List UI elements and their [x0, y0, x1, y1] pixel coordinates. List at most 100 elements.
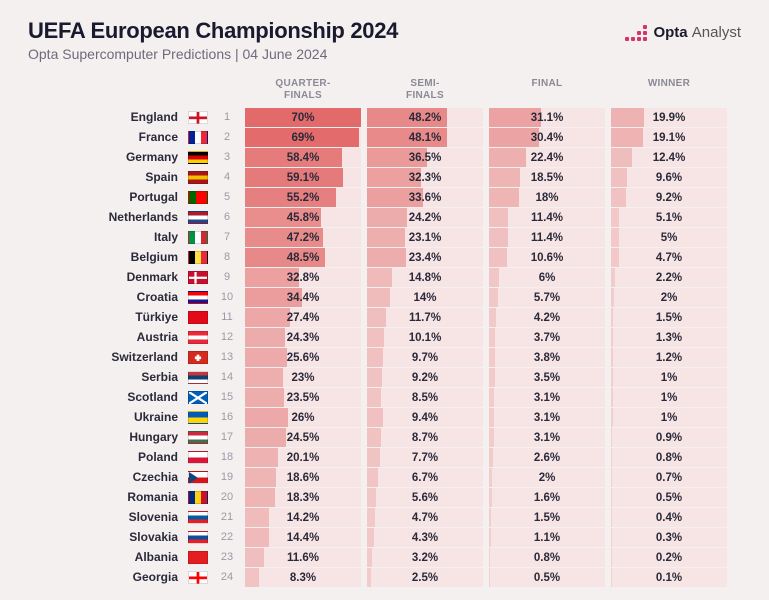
prob-cell-w: 1.5%: [611, 308, 727, 327]
country-name: Czechia: [28, 468, 188, 487]
country-flag: [188, 348, 212, 367]
prob-cell-w: 0.1%: [611, 568, 727, 587]
prob-cell-f: 3.7%: [489, 328, 605, 347]
prob-cell-qf: 23%: [245, 368, 361, 387]
prob-cell-f: 6%: [489, 268, 605, 287]
prob-cell-f: 1.6%: [489, 488, 605, 507]
prob-cell-w: 0.9%: [611, 428, 727, 447]
prob-cell-sf: 4.7%: [367, 508, 483, 527]
prob-cell-qf: 24.5%: [245, 428, 361, 447]
country-name: Georgia: [28, 568, 188, 587]
country-flag: [188, 488, 212, 507]
prob-cell-f: 2.6%: [489, 448, 605, 467]
prob-cell-w: 1%: [611, 408, 727, 427]
rank: 10: [212, 288, 242, 307]
rank: 23: [212, 548, 242, 567]
country-name: Austria: [28, 328, 188, 347]
rank: 12: [212, 328, 242, 347]
prob-cell-qf: 70%: [245, 108, 361, 127]
country-name: Netherlands: [28, 208, 188, 227]
prob-cell-w: 19.1%: [611, 128, 727, 147]
prob-cell-f: 4.2%: [489, 308, 605, 327]
rank: 14: [212, 368, 242, 387]
country-flag: [188, 228, 212, 247]
prob-cell-qf: 34.4%: [245, 288, 361, 307]
rank: 4: [212, 168, 242, 187]
country-flag: [188, 448, 212, 467]
country-name: Slovakia: [28, 528, 188, 547]
prob-cell-f: 3.5%: [489, 368, 605, 387]
country-name: Hungary: [28, 428, 188, 447]
country-flag: [188, 368, 212, 387]
prob-cell-sf: 36.5%: [367, 148, 483, 167]
prob-cell-sf: 8.7%: [367, 428, 483, 447]
prob-cell-f: 31.1%: [489, 108, 605, 127]
prob-cell-sf: 6.7%: [367, 468, 483, 487]
logo-secondary: Analyst: [692, 24, 741, 41]
prob-cell-w: 2%: [611, 288, 727, 307]
country-name: Spain: [28, 168, 188, 187]
prob-cell-f: 18%: [489, 188, 605, 207]
country-flag: [188, 128, 212, 147]
prob-cell-f: 3.8%: [489, 348, 605, 367]
column-header: QUARTER- FINALS: [242, 74, 364, 107]
prob-cell-w: 5%: [611, 228, 727, 247]
country-flag: [188, 108, 212, 127]
prob-cell-qf: 69%: [245, 128, 361, 147]
prob-cell-qf: 55.2%: [245, 188, 361, 207]
prob-cell-qf: 11.6%: [245, 548, 361, 567]
prob-cell-f: 30.4%: [489, 128, 605, 147]
prob-cell-sf: 7.7%: [367, 448, 483, 467]
prob-cell-w: 1.3%: [611, 328, 727, 347]
country-flag: [188, 188, 212, 207]
country-flag: [188, 168, 212, 187]
prob-cell-w: 1.2%: [611, 348, 727, 367]
prob-cell-w: 0.3%: [611, 528, 727, 547]
prob-cell-qf: 59.1%: [245, 168, 361, 187]
country-flag: [188, 268, 212, 287]
prob-cell-w: 0.7%: [611, 468, 727, 487]
prob-cell-f: 18.5%: [489, 168, 605, 187]
predictions-table: QUARTER- FINALSSEMI- FINALSFINALWINNEREn…: [28, 74, 741, 587]
rank: 17: [212, 428, 242, 447]
country-name: Croatia: [28, 288, 188, 307]
country-name: Romania: [28, 488, 188, 507]
rank: 24: [212, 568, 242, 587]
country-name: Switzerland: [28, 348, 188, 367]
prob-cell-sf: 24.2%: [367, 208, 483, 227]
prob-cell-w: 2.2%: [611, 268, 727, 287]
prob-cell-sf: 3.2%: [367, 548, 483, 567]
rank: 19: [212, 468, 242, 487]
country-flag: [188, 328, 212, 347]
country-flag: [188, 568, 212, 587]
prob-cell-w: 12.4%: [611, 148, 727, 167]
country-flag: [188, 548, 212, 567]
page-subtitle: Opta Supercomputer Predictions | 04 June…: [28, 46, 398, 62]
country-name: Italy: [28, 228, 188, 247]
country-flag: [188, 408, 212, 427]
rank: 13: [212, 348, 242, 367]
prob-cell-sf: 5.6%: [367, 488, 483, 507]
country-flag: [188, 148, 212, 167]
country-name: England: [28, 108, 188, 127]
country-name: Türkiye: [28, 308, 188, 327]
prob-cell-w: 1%: [611, 368, 727, 387]
prob-cell-qf: 45.8%: [245, 208, 361, 227]
opta-logo: Opta Analyst: [625, 24, 741, 41]
prob-cell-sf: 9.2%: [367, 368, 483, 387]
prob-cell-qf: 25.6%: [245, 348, 361, 367]
prob-cell-sf: 8.5%: [367, 388, 483, 407]
prob-cell-f: 0.5%: [489, 568, 605, 587]
country-flag: [188, 468, 212, 487]
prob-cell-w: 0.5%: [611, 488, 727, 507]
column-header: SEMI- FINALS: [364, 74, 486, 107]
country-name: Belgium: [28, 248, 188, 267]
opta-logo-text: Opta Analyst: [653, 24, 741, 41]
rank: 3: [212, 148, 242, 167]
country-name: Portugal: [28, 188, 188, 207]
prob-cell-sf: 10.1%: [367, 328, 483, 347]
prob-cell-sf: 14%: [367, 288, 483, 307]
country-flag: [188, 248, 212, 267]
prob-cell-sf: 11.7%: [367, 308, 483, 327]
country-name: Denmark: [28, 268, 188, 287]
